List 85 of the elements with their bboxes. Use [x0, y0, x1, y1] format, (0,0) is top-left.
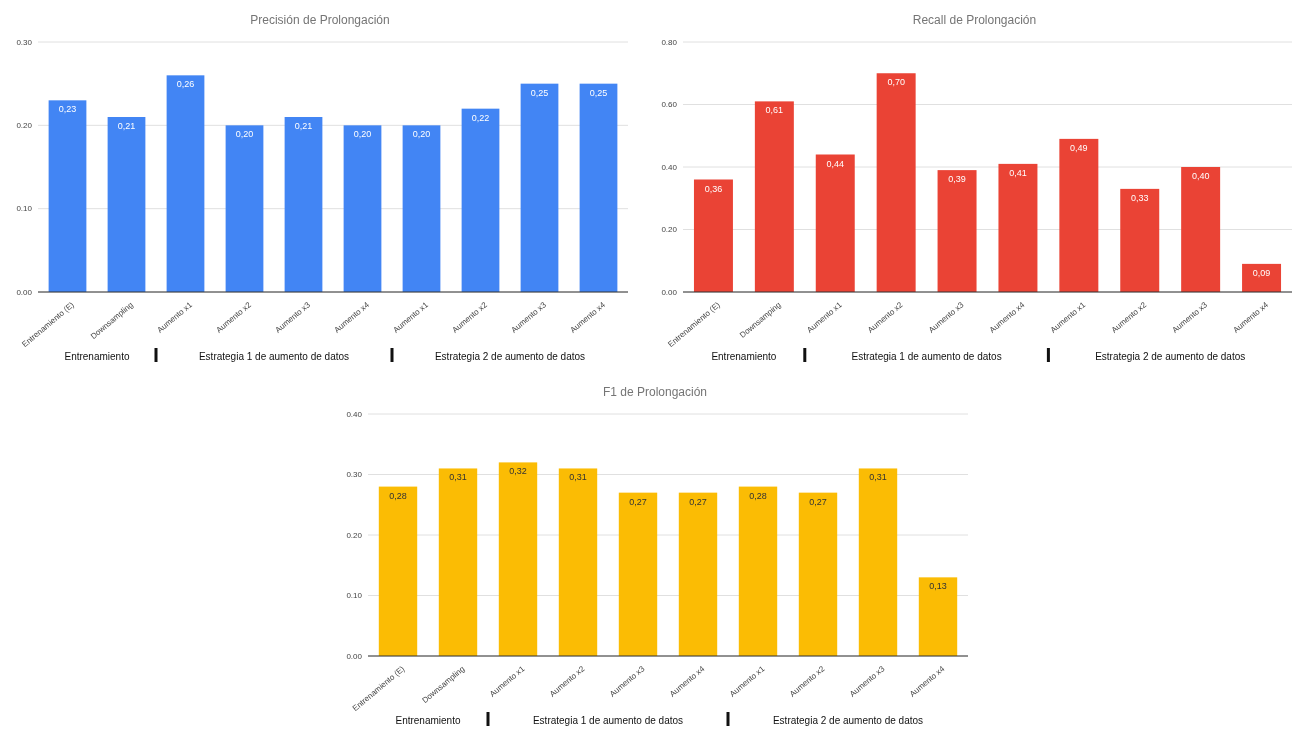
- bar: [498, 462, 538, 656]
- y-tick-label: 0.00: [661, 287, 678, 297]
- data-label: 0,40: [1191, 171, 1210, 181]
- text: Entrenamiento: [711, 351, 777, 362]
- y-tick-label: 0.00: [346, 651, 363, 661]
- data-label: 0,49: [1070, 142, 1088, 153]
- y-tick-label: 0.60: [661, 100, 678, 110]
- bar: [754, 101, 794, 292]
- data-label: 0,20: [235, 129, 254, 140]
- data-label: 0,20: [353, 129, 372, 140]
- bar: [618, 492, 658, 656]
- y-tick-label: 0.10: [346, 591, 363, 601]
- y-tick-label: 0.30: [346, 470, 363, 480]
- text: Estrategia 2 de aumento de datos: [1095, 351, 1246, 362]
- bar: [438, 468, 478, 656]
- y-tick-label: 0.80: [661, 37, 678, 47]
- bar: [815, 154, 855, 292]
- bar: [798, 492, 838, 656]
- text: Entrenamiento: [64, 351, 130, 362]
- data-label: 0,26: [176, 79, 195, 90]
- data-label: 0,23: [58, 104, 77, 115]
- data-label: 0,13: [929, 581, 947, 592]
- data-label: 0,09: [1252, 267, 1271, 278]
- data-label: 0,25: [530, 87, 549, 98]
- y-tick-label: 0.00: [16, 287, 33, 297]
- data-label: 0,28: [389, 490, 407, 501]
- data-label: 0,33: [1130, 192, 1149, 203]
- bar: [1059, 138, 1099, 292]
- text: Estrategia 2 de aumento de datos: [434, 351, 586, 362]
- y-tick-label: 0.30: [16, 37, 33, 47]
- chart-title: F1 de Prolongación: [602, 385, 708, 399]
- bar: [937, 170, 977, 292]
- y-tick-label: 0.40: [661, 162, 678, 172]
- bar: [558, 468, 598, 656]
- y-tick-label: 0.20: [16, 120, 33, 130]
- data-label: 0,28: [749, 490, 767, 501]
- bar: [225, 125, 264, 292]
- y-tick-label: 0.10: [16, 204, 33, 214]
- data-label: 0,27: [689, 496, 707, 507]
- data-label: 0,21: [117, 121, 136, 131]
- chart-title: Recall de Prolongación: [912, 13, 1037, 27]
- bar: [876, 73, 916, 292]
- data-label: 0,70: [887, 77, 905, 88]
- data-label: 0,27: [809, 496, 827, 507]
- bar: [738, 486, 778, 656]
- text: Entrenamiento: [395, 715, 461, 726]
- data-label: 0,32: [509, 466, 527, 477]
- bar: [678, 492, 718, 656]
- bar: [48, 100, 87, 292]
- bar: [693, 179, 733, 292]
- bar: [461, 108, 500, 292]
- data-label: 0,31: [449, 472, 467, 483]
- bar: [579, 83, 618, 292]
- y-tick-label: 0.20: [346, 530, 363, 540]
- data-label: 0,27: [629, 496, 647, 507]
- bar: [402, 125, 441, 292]
- bar: [520, 83, 559, 292]
- bar: [166, 75, 205, 292]
- data-label: 0,39: [948, 174, 966, 185]
- bar: [1181, 167, 1221, 292]
- data-label: 0,20: [412, 129, 431, 140]
- data-label: 0,41: [1009, 167, 1027, 178]
- y-tick-label: 0.20: [661, 225, 678, 235]
- bar: [1120, 188, 1160, 292]
- text: Estrategia 2 de aumento de datos: [772, 715, 924, 726]
- y-tick-label: 0.40: [346, 409, 363, 419]
- chart-title: Precisión de Prolongación: [250, 13, 390, 27]
- text: Estrategia 1 de aumento de datos: [532, 715, 684, 726]
- data-label: 0,21: [294, 121, 313, 131]
- bar: [107, 117, 146, 292]
- bar: [378, 486, 418, 656]
- data-label: 0,61: [765, 105, 784, 116]
- text: Estrategia 1 de aumento de datos: [198, 351, 350, 362]
- data-label: 0,31: [869, 472, 887, 483]
- bar: [998, 163, 1038, 292]
- bar: [918, 577, 958, 656]
- data-label: 0,25: [589, 87, 608, 98]
- data-label: 0,31: [569, 472, 587, 483]
- bar: [858, 468, 898, 656]
- data-label: 0,22: [471, 112, 490, 123]
- data-label: 0,36: [704, 183, 723, 194]
- data-label: 0,44: [826, 158, 845, 169]
- text: Estrategia 1 de aumento de datos: [851, 351, 1002, 362]
- bar: [343, 125, 382, 292]
- bar: [284, 117, 323, 292]
